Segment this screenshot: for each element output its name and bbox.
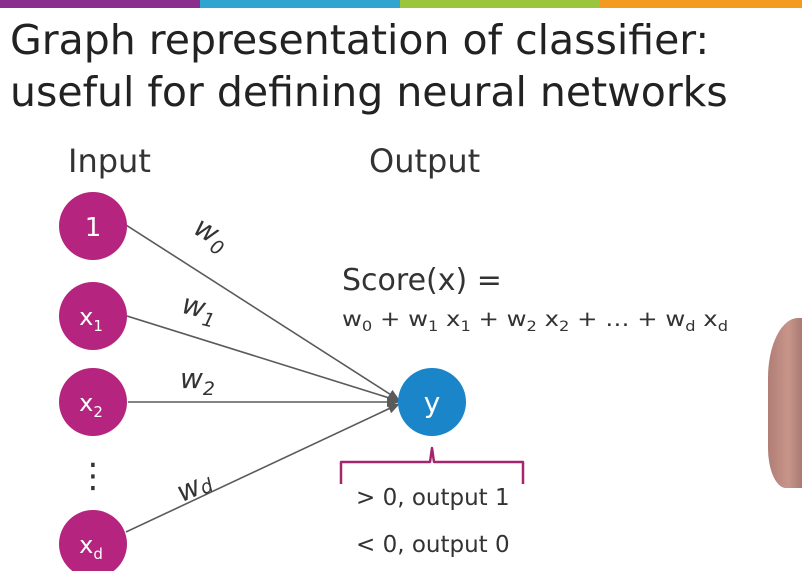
weight-w0: w0	[186, 210, 235, 260]
eq-term-6: x	[703, 307, 717, 331]
edge-x1-to-y	[126, 315, 400, 403]
eq-term-2: x	[446, 307, 460, 331]
output-node-y-label: y	[424, 386, 441, 419]
weight-wd: wd	[171, 464, 217, 509]
output-node-y	[398, 368, 466, 436]
eq-term-4: x	[545, 307, 559, 331]
eq-term-5-sub: d	[685, 319, 695, 335]
top-bar-green	[400, 0, 600, 8]
eq-term-4-sub: 2	[559, 319, 569, 335]
input-node-x2-label: x2	[79, 389, 103, 421]
eq-term-0: w	[342, 307, 362, 331]
top-color-bar	[0, 0, 802, 8]
eq-term-5: + … + w	[577, 307, 685, 331]
slide-title-line-1: Graph representation of classifier:	[10, 16, 710, 64]
input-node-x2-sub: 2	[93, 403, 103, 421]
eq-term-6-sub: d	[718, 319, 728, 335]
slide-title: Graph representation of classifier: usef…	[10, 14, 728, 118]
slide-title-line-2: useful for defining neural networks	[10, 68, 728, 116]
weight-w1: w1	[178, 287, 221, 332]
rule-negative: < 0, output 0	[356, 532, 510, 558]
weight-w2: w2	[180, 362, 215, 400]
input-node-x1-base: x	[79, 303, 93, 331]
input-node-xd-sub: d	[93, 545, 103, 563]
top-bar-blue	[200, 0, 400, 8]
output-brace	[339, 446, 525, 484]
eq-term-3-sub: 2	[527, 319, 537, 335]
eq-term-1: + w	[380, 307, 428, 331]
eq-term-3: + w	[479, 307, 527, 331]
eq-term-0-sub: 0	[362, 319, 372, 335]
weight-w1-sub: 1	[200, 308, 217, 332]
eq-term-2-sub: 1	[460, 319, 470, 335]
presenter-partial	[768, 318, 802, 488]
weight-w2-sub: 2	[203, 378, 215, 400]
input-node-x2	[59, 368, 127, 436]
input-ellipsis: ⋮	[76, 456, 110, 496]
top-bar-purple	[0, 0, 200, 8]
output-label: Output	[369, 142, 480, 180]
eq-term-1-sub: 1	[428, 319, 438, 335]
score-lhs: Score(x) =	[342, 263, 502, 298]
input-node-xd-base: x	[79, 531, 93, 559]
input-node-1-label: 1	[85, 213, 102, 243]
weight-w2-base: w	[180, 362, 203, 395]
input-node-xd	[59, 510, 127, 571]
input-node-x2-base: x	[79, 389, 93, 417]
edge-xd-to-y	[125, 403, 400, 533]
input-label: Input	[68, 142, 151, 180]
input-node-xd-label: xd	[79, 531, 103, 563]
input-node-x1-label: x1	[79, 303, 103, 335]
rule-positive: > 0, output 1	[356, 485, 510, 511]
input-node-1-base: 1	[85, 213, 102, 243]
top-bar-orange	[600, 0, 802, 8]
input-node-x1	[59, 282, 127, 350]
input-node-x1-sub: 1	[93, 317, 103, 335]
input-node-1	[59, 192, 127, 260]
edge-1-to-y	[125, 224, 400, 401]
